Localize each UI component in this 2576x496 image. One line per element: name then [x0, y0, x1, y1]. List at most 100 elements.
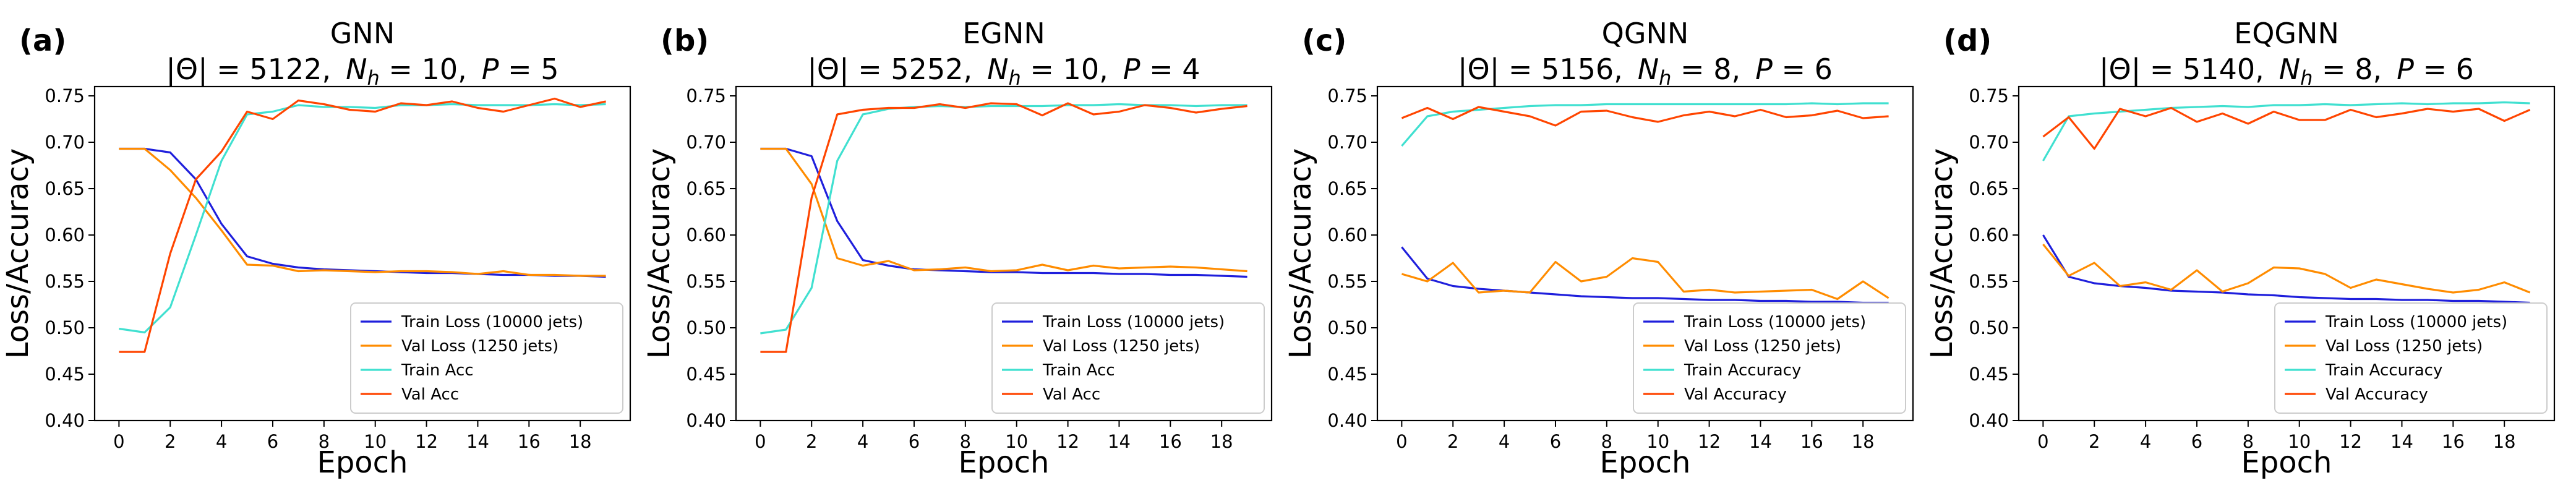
- series-line-train_acc: [760, 103, 1247, 335]
- chart-title: GNN: [330, 17, 395, 50]
- series-line-val_loss: [119, 147, 606, 277]
- legend-label-val_acc: Val Acc: [401, 385, 459, 404]
- y-tick-label: 0.70: [1969, 132, 2009, 153]
- y-tick-label: 0.45: [686, 364, 726, 385]
- chart-title: EGNN: [962, 17, 1045, 50]
- chart-subtitle: |Θ| = 5140, Nh = 8, P = 6: [2099, 53, 2474, 90]
- series-line-train_acc: [2042, 101, 2530, 161]
- x-tick-label: 10: [2288, 431, 2311, 452]
- y-tick-label: 0.40: [686, 410, 726, 431]
- x-tick-label: 10: [364, 431, 387, 452]
- x-tick-label: 0: [755, 431, 766, 452]
- legend-label-val_loss: Val Loss (1250 jets): [2326, 337, 2483, 356]
- x-tick-label: 6: [1550, 431, 1561, 452]
- y-tick-label: 0.55: [1969, 271, 2009, 292]
- chart-subtitle: |Θ| = 5252, Nh = 10, P = 4: [807, 53, 1200, 90]
- x-tick-label: 6: [909, 431, 920, 452]
- axes-frame: [2018, 85, 2556, 422]
- x-tick-label: 12: [1698, 431, 1721, 452]
- subtitle-p-value: = 6: [1773, 53, 1833, 86]
- subtitle-nh-value: = 8,: [2313, 53, 2382, 86]
- legend-box: [2274, 302, 2548, 414]
- y-axis-label: Loss/Accuracy: [1, 148, 35, 359]
- y-tick-label: 0.65: [686, 178, 726, 199]
- y-tick-label: 0.60: [686, 224, 726, 246]
- legend-label-train_acc: Train Acc: [1042, 361, 1115, 380]
- series-line-val_loss: [1401, 257, 1889, 301]
- y-tick-label: 0.75: [1327, 85, 1367, 106]
- x-tick-label: 4: [2140, 431, 2151, 452]
- y-tick-label: 0.40: [45, 410, 85, 431]
- x-tick-label: 10: [1646, 431, 1669, 452]
- x-tick-label: 18: [1852, 431, 1875, 452]
- x-tick-label: 18: [569, 431, 592, 452]
- series-line-val_loss: [760, 147, 1247, 273]
- legend-label-train_loss: Train Loss (10000 jets): [2325, 313, 2507, 331]
- series-line-train_acc: [119, 103, 606, 334]
- subtitle-params: |Θ| = 5140,: [2099, 53, 2264, 87]
- x-tick-label: 8: [319, 431, 330, 452]
- panel-label: (c): [1302, 24, 1346, 58]
- x-tick-label: 12: [1056, 431, 1079, 452]
- x-tick-label: 2: [1447, 431, 1458, 452]
- legend-box: [991, 302, 1265, 414]
- subtitle-p-symbol: P: [1755, 53, 1773, 86]
- subtitle-nh-symbol: N: [2279, 53, 2300, 86]
- y-tick-label: 0.40: [1327, 410, 1367, 431]
- y-tick-label: 0.70: [1327, 132, 1367, 153]
- x-axis-label: Epoch: [317, 445, 408, 480]
- series-line-train_loss: [760, 147, 1247, 278]
- x-tick-label: 16: [1159, 431, 1182, 452]
- y-tick-label: 0.50: [1969, 317, 2009, 338]
- subtitle-p-value: = 5: [499, 53, 559, 86]
- legend-label-val_acc: Val Accuracy: [2326, 385, 2428, 404]
- axes-frame: [735, 85, 1273, 422]
- x-tick-label: 8: [2243, 431, 2254, 452]
- subtitle-p-symbol: P: [482, 53, 499, 86]
- x-axis-label: Epoch: [1600, 445, 1691, 480]
- x-tick-label: 6: [2191, 431, 2202, 452]
- x-tick-label: 2: [806, 431, 817, 452]
- subtitle-p-value: = 4: [1140, 53, 1200, 86]
- x-tick-label: 6: [267, 431, 278, 452]
- x-tick-label: 2: [165, 431, 176, 452]
- y-tick-label: 0.75: [45, 85, 85, 106]
- y-tick-label: 0.55: [45, 271, 85, 292]
- x-tick-label: 0: [2037, 431, 2048, 452]
- y-tick-label: 0.45: [1969, 364, 2009, 385]
- y-tick-label: 0.45: [1327, 364, 1367, 385]
- y-axis-label: Loss/Accuracy: [642, 148, 677, 359]
- x-tick-label: 0: [1396, 431, 1407, 452]
- series-line-train_acc: [1401, 102, 1889, 147]
- subtitle-nh-value: = 10,: [380, 53, 467, 86]
- x-axis-label: Epoch: [2241, 445, 2332, 480]
- x-tick-label: 14: [466, 431, 489, 452]
- x-tick-label: 4: [1499, 431, 1510, 452]
- y-tick-label: 0.75: [686, 85, 726, 106]
- x-tick-label: 4: [857, 431, 868, 452]
- panel-label: (b): [661, 24, 709, 58]
- y-tick-label: 0.40: [1969, 410, 2009, 431]
- series-line-val_loss: [2042, 243, 2531, 294]
- y-tick-label: 0.50: [45, 317, 85, 338]
- subtitle-nh-symbol: N: [1638, 53, 1659, 86]
- series-line-train_loss: [1401, 246, 1889, 304]
- x-tick-label: 10: [1005, 431, 1028, 452]
- series-line-train_loss: [119, 147, 606, 278]
- subtitle-nh-subscript: h: [367, 66, 380, 90]
- y-tick-label: 0.75: [1969, 85, 2009, 106]
- x-tick-label: 18: [2493, 431, 2516, 452]
- legend-label-train_acc: Train Acc: [401, 361, 474, 380]
- y-tick-label: 0.65: [1327, 178, 1367, 199]
- subtitle-params: |Θ| = 5156,: [1458, 53, 1623, 87]
- x-tick-label: 12: [415, 431, 438, 452]
- x-tick-label: 16: [2442, 431, 2465, 452]
- subtitle-nh-subscript: h: [1659, 66, 1671, 90]
- x-tick-label: 16: [1800, 431, 1823, 452]
- legend-label-val_acc: Val Acc: [1043, 385, 1100, 404]
- x-tick-label: 8: [1601, 431, 1612, 452]
- panel-d: (d) EQGNN|Θ| = 5140, Nh = 8, P = 6 0.40 0.45 0…: [1925, 17, 2556, 480]
- x-tick-label: 14: [1108, 431, 1131, 452]
- legend-label-train_loss: Train Loss (10000 jets): [1042, 313, 1225, 331]
